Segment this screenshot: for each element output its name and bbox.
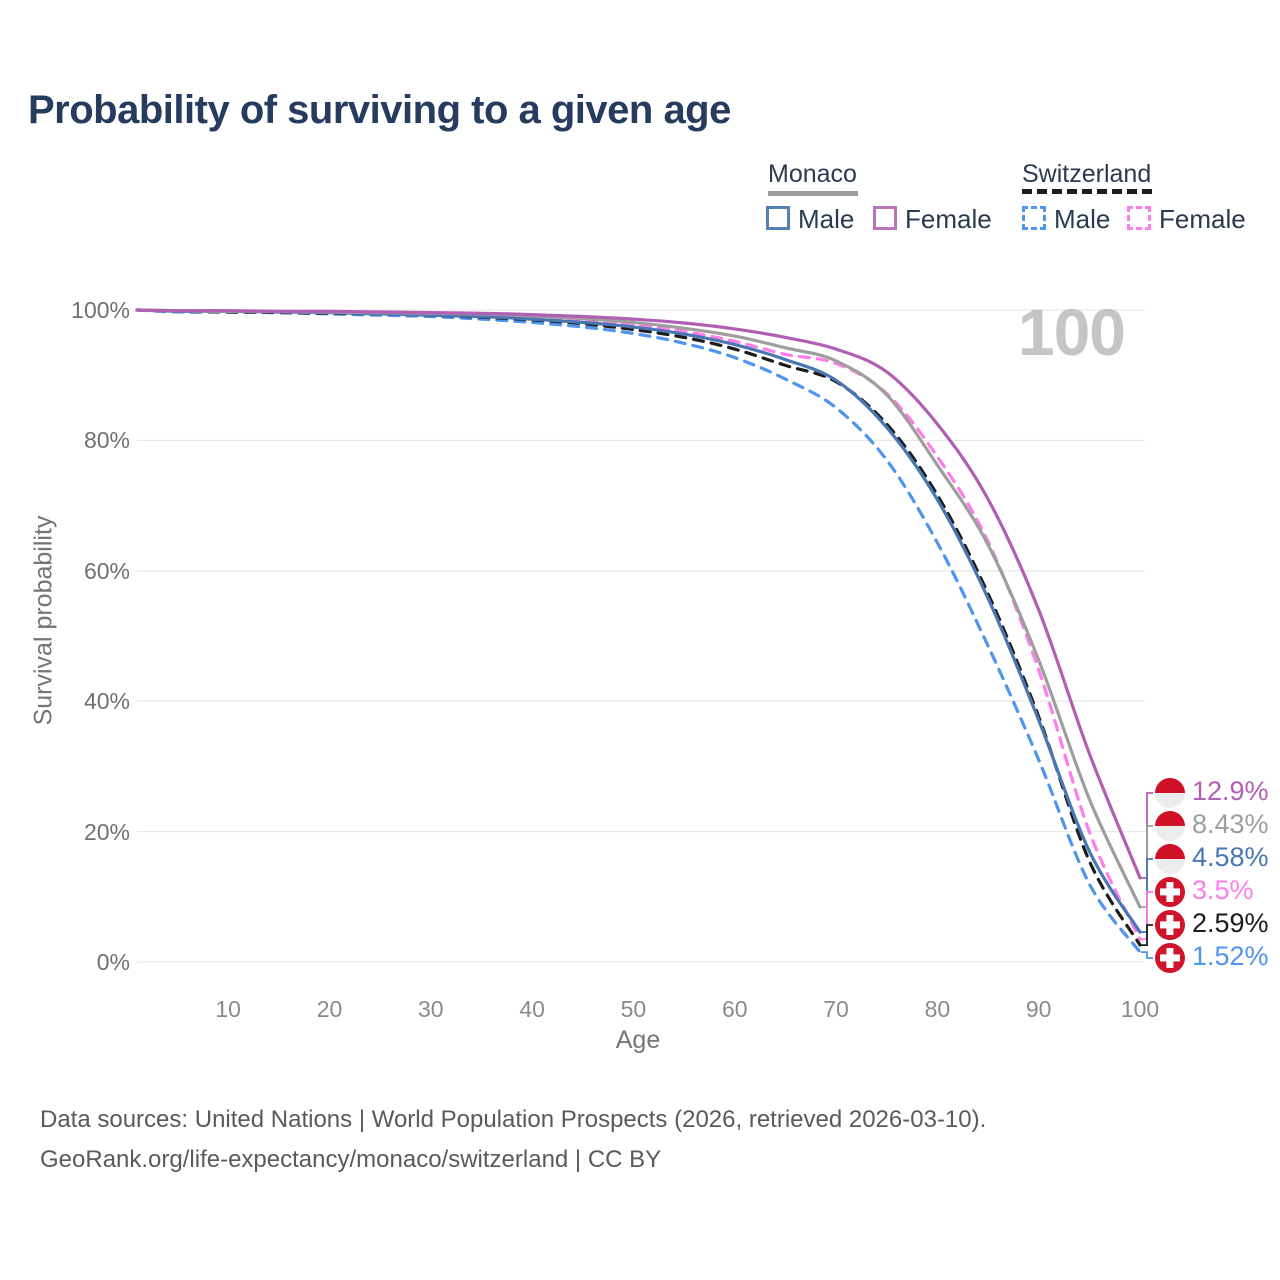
series-line-monaco-female[interactable] (135, 308, 1142, 880)
switzerland-flag-icon (1155, 877, 1185, 907)
switzerland-flag-icon (1155, 943, 1185, 973)
y-tick-label: 80% (83, 427, 130, 454)
hover-age-indicator: 100 (1017, 295, 1126, 369)
page-title: Probability of surviving to a given age (28, 88, 731, 132)
end-label-connector (1141, 891, 1153, 941)
legend-checkbox-monaco-male[interactable] (766, 206, 790, 230)
series-line-monaco-male[interactable] (135, 308, 1142, 934)
legend-group-monaco: Monaco (768, 160, 857, 188)
y-tick-label: 0% (96, 949, 130, 975)
end-value-switzerland-female: 3.5% (1192, 875, 1254, 905)
x-tick-label: 40 (519, 996, 545, 1022)
series-line-monaco-total[interactable] (135, 308, 1142, 909)
x-tick-label: 30 (418, 996, 444, 1022)
end-value-switzerland-male: 1.52% (1192, 941, 1269, 971)
legend-group-switzerland: Switzerland (1022, 160, 1152, 188)
x-tick-label: 50 (620, 996, 647, 1022)
monaco-flag-icon (1155, 844, 1185, 874)
attribution-line: GeoRank.org/life-expectancy/monaco/switz… (40, 1146, 662, 1173)
x-tick-label: 20 (316, 996, 343, 1022)
x-tick-label: 70 (823, 996, 849, 1022)
legend-checkbox-switzerland-male[interactable] (1022, 206, 1046, 230)
x-tick-label: 10 (215, 996, 241, 1022)
x-tick-label: 90 (1025, 996, 1052, 1022)
x-tick-label: 80 (924, 996, 951, 1022)
series-line-switzerland-male[interactable] (135, 308, 1142, 954)
legend-label-monaco-female[interactable]: Female (905, 204, 992, 234)
end-value-monaco-female: 12.9% (1192, 776, 1269, 806)
end-value-monaco-male: 4.58% (1192, 842, 1269, 872)
monaco-flag-icon (1155, 778, 1185, 808)
legend-label-monaco-male[interactable]: Male (798, 204, 855, 234)
y-tick-label: 40% (83, 688, 130, 715)
legend-checkbox-monaco-female[interactable] (873, 206, 897, 230)
monaco-flag-icon (1155, 811, 1185, 841)
end-label-connector (1141, 924, 1153, 946)
legend-label-switzerland-female[interactable]: Female (1159, 204, 1246, 234)
end-value-switzerland-total: 2.59% (1192, 908, 1269, 938)
switzerland-flag-icon (1155, 910, 1185, 940)
y-tick-label: 100% (71, 297, 130, 323)
series-line-switzerland-total[interactable] (135, 308, 1142, 947)
end-label-connector (1141, 951, 1153, 959)
x-axis-title: Age (615, 1026, 661, 1054)
data-sources-line: Data sources: United Nations | World Pop… (40, 1106, 987, 1133)
switzerland-line-style-swatch (1022, 189, 1152, 194)
x-tick-label: 60 (721, 996, 748, 1022)
legend-checkbox-switzerland-female[interactable] (1127, 206, 1151, 230)
monaco-line-style-swatch (768, 191, 858, 196)
series-line-switzerland-female[interactable] (135, 308, 1142, 941)
y-tick-label: 60% (83, 557, 130, 584)
y-axis-title: Survival probability (29, 515, 58, 726)
end-value-monaco-total: 8.43% (1192, 809, 1269, 839)
legend-label-switzerland-male[interactable]: Male (1054, 204, 1111, 234)
y-tick-label: 20% (83, 818, 130, 845)
x-tick-label: 100 (1120, 996, 1160, 1022)
